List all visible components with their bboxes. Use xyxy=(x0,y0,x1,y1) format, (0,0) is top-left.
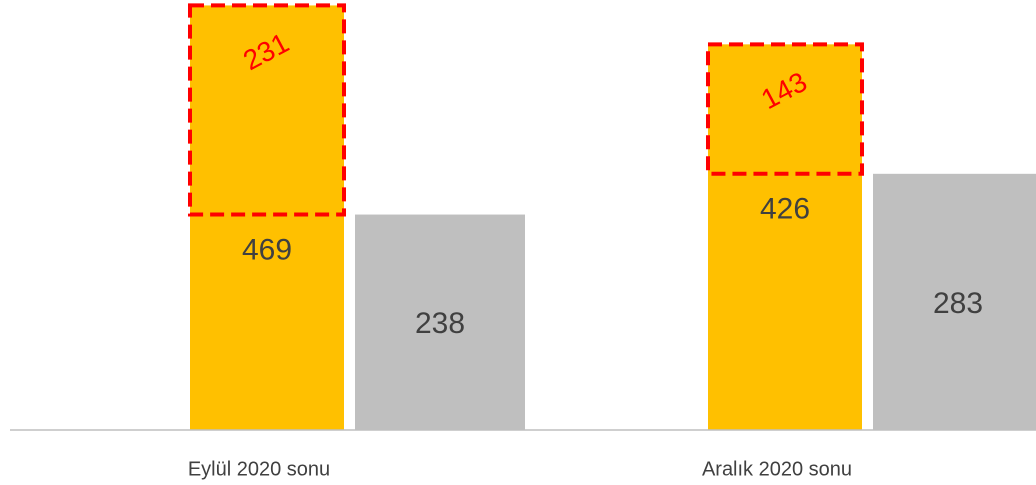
value-label: 238 xyxy=(415,307,465,340)
difference-box xyxy=(188,3,346,217)
bar xyxy=(708,44,862,430)
bar xyxy=(190,5,344,430)
x-tick-label: Aralık 2020 sonu xyxy=(702,458,852,480)
bar xyxy=(355,214,525,430)
difference-box xyxy=(706,42,864,176)
bar xyxy=(873,173,1036,430)
value-label: 426 xyxy=(760,193,810,226)
value-label: 283 xyxy=(933,287,983,320)
x-tick-label: Eylül 2020 sonu xyxy=(188,458,330,480)
value-label: 469 xyxy=(242,233,292,266)
